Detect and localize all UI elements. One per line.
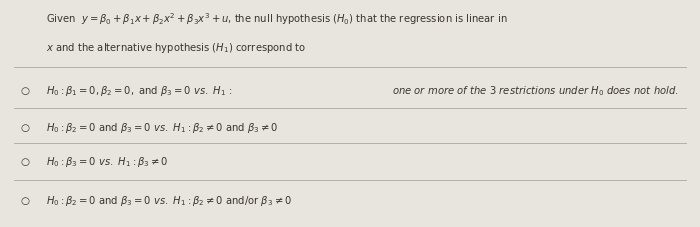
Text: $\mathit{one\ or\ more\ of\ the\ 3\ restrictions\ under\ H_0\ does\ not\ hold.}$: $\mathit{one\ or\ more\ of\ the\ 3\ rest… [392,84,679,98]
Text: Given  $y = \beta_0 + \beta_1 x + \beta_2 x^2 + \beta_3 x^3 + u$, the null hypot: Given $y = \beta_0 + \beta_1 x + \beta_2… [46,11,507,27]
Text: ○: ○ [20,156,29,166]
Text: ○: ○ [20,122,29,132]
Text: ○: ○ [20,86,29,96]
Text: $H_0 : \beta_2 = 0$ and $\beta_3 = 0$ $vs.$ $H_1 : \beta_2 \neq 0$ and/or $\beta: $H_0 : \beta_2 = 0$ and $\beta_3 = 0$ $v… [46,193,291,207]
Text: $H_0 : \beta_1 = 0, \beta_2 = 0,$ and $\beta_3 = 0$ $vs.$ $H_1$ :: $H_0 : \beta_1 = 0, \beta_2 = 0,$ and $\… [46,84,233,98]
Text: ○: ○ [20,195,29,205]
Text: $H_0 : \beta_3 = 0$ $vs.$ $H_1 : \beta_3 \neq 0$: $H_0 : \beta_3 = 0$ $vs.$ $H_1 : \beta_3… [46,154,168,168]
Text: $H_0 : \beta_2 = 0$ and $\beta_3 = 0$ $vs.$ $H_1 : \beta_2 \neq 0$ and $\beta_3 : $H_0 : \beta_2 = 0$ and $\beta_3 = 0$ $v… [46,120,278,134]
Text: $x$ and the alternative hypothesis $(H_1)$ correspond to: $x$ and the alternative hypothesis $(H_1… [46,41,306,55]
